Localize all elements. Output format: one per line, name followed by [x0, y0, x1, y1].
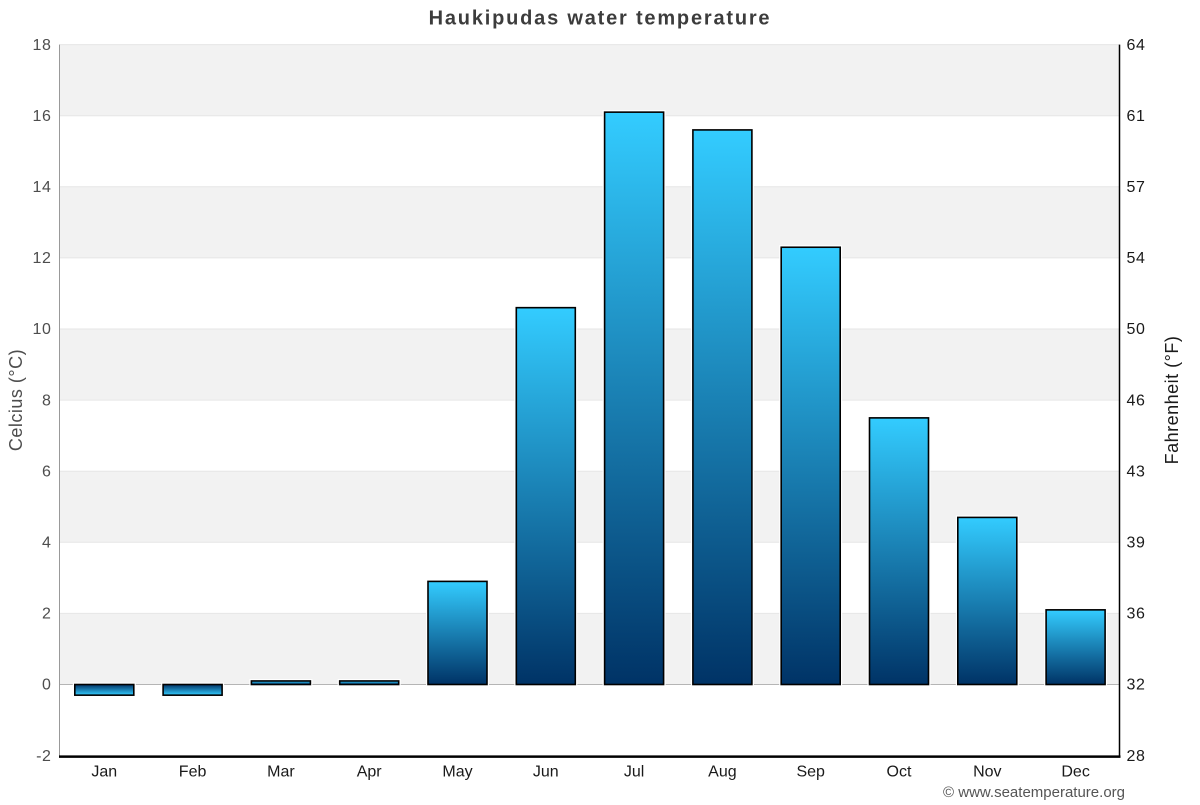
svg-text:54: 54 [1127, 250, 1146, 267]
svg-text:39: 39 [1127, 535, 1146, 552]
svg-text:May: May [442, 764, 472, 781]
svg-text:2: 2 [42, 606, 52, 623]
svg-text:61: 61 [1127, 108, 1146, 125]
svg-text:Oct: Oct [887, 764, 912, 781]
svg-text:© www.seatemperature.org: © www.seatemperature.org [943, 784, 1125, 800]
svg-text:46: 46 [1127, 392, 1146, 409]
svg-text:14: 14 [33, 179, 52, 196]
svg-text:12: 12 [33, 250, 52, 267]
svg-text:16: 16 [33, 108, 52, 125]
svg-text:28: 28 [1127, 748, 1146, 765]
svg-text:0: 0 [42, 677, 52, 694]
svg-text:Sep: Sep [796, 764, 825, 781]
svg-text:Nov: Nov [973, 764, 1001, 781]
svg-text:Celcius (°C): Celcius (°C) [6, 349, 26, 451]
svg-text:36: 36 [1127, 606, 1146, 623]
svg-text:8: 8 [42, 392, 52, 409]
svg-text:Mar: Mar [267, 764, 295, 781]
svg-text:43: 43 [1127, 463, 1146, 480]
svg-text:Jan: Jan [91, 764, 117, 781]
svg-text:50: 50 [1127, 321, 1146, 338]
svg-text:Haukipudas water temperature: Haukipudas water temperature [429, 8, 772, 30]
svg-text:-2: -2 [36, 748, 51, 765]
svg-text:Aug: Aug [708, 764, 736, 781]
svg-text:32: 32 [1127, 677, 1146, 694]
svg-text:Jun: Jun [533, 764, 559, 781]
svg-text:64: 64 [1127, 37, 1146, 54]
svg-text:4: 4 [42, 535, 52, 552]
svg-text:Dec: Dec [1061, 764, 1089, 781]
svg-text:6: 6 [42, 463, 52, 480]
svg-text:57: 57 [1127, 179, 1146, 196]
svg-text:Feb: Feb [179, 764, 207, 781]
svg-text:18: 18 [33, 37, 52, 54]
svg-text:Fahrenheit (°F): Fahrenheit (°F) [1162, 336, 1182, 465]
svg-text:10: 10 [33, 321, 52, 338]
svg-text:Apr: Apr [357, 764, 383, 781]
svg-text:Jul: Jul [624, 764, 644, 781]
